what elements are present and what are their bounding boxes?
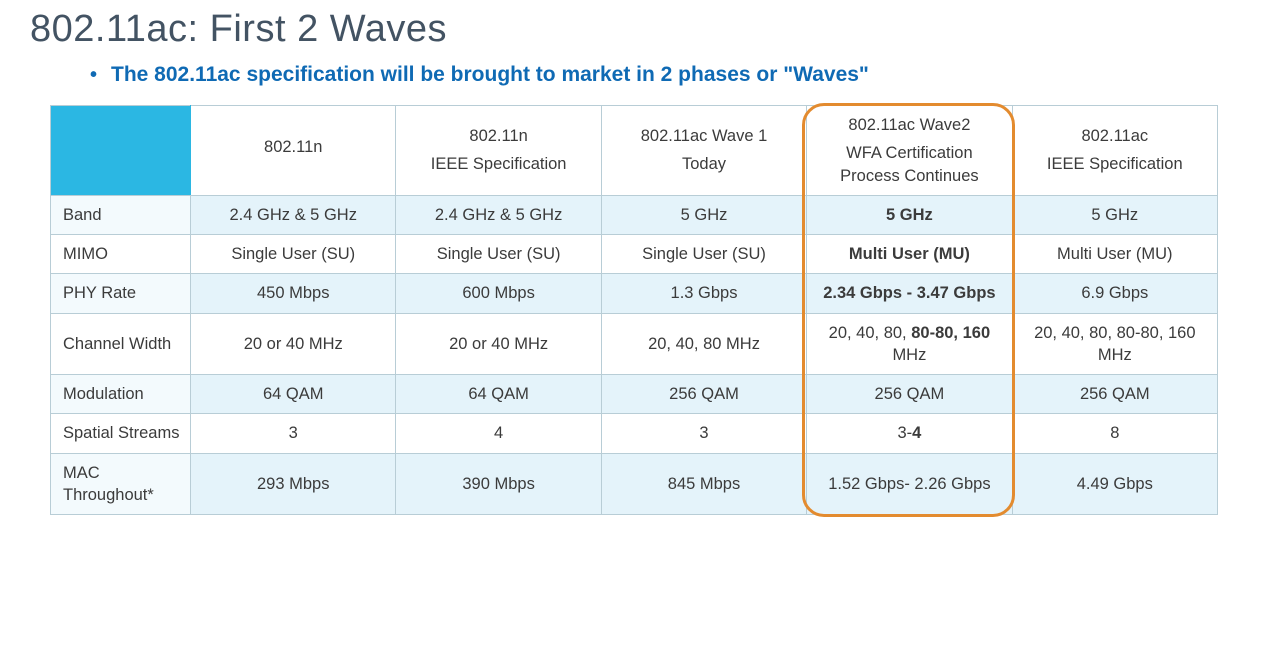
table-cell: 5 GHz bbox=[807, 195, 1012, 234]
table-cell: 20 or 40 MHz bbox=[396, 313, 601, 375]
table-cell: 20, 40, 80 MHz bbox=[601, 313, 806, 375]
table-cell: 20, 40, 80, 80-80, 160 MHz bbox=[1012, 313, 1217, 375]
col-header-line1: 802.11ac bbox=[1081, 127, 1148, 145]
row-label: MIMO bbox=[51, 235, 191, 274]
row-label: MAC Throughout* bbox=[51, 453, 191, 515]
col-header-line2: IEEE Specification bbox=[406, 153, 590, 175]
col-header-line2: WFA Certification Process Continues bbox=[817, 142, 1001, 187]
table-row: Modulation64 QAM64 QAM256 QAM256 QAM256 … bbox=[51, 375, 1218, 414]
col-header: 802.11ac Wave 1 Today bbox=[601, 106, 806, 196]
slide-bullet: The 802.11ac specification will be broug… bbox=[90, 63, 1238, 87]
table-cell: 2.34 Gbps - 3.47 Gbps bbox=[807, 274, 1012, 313]
table-row: MAC Throughout*293 Mbps390 Mbps845 Mbps1… bbox=[51, 453, 1218, 515]
table-cell: 293 Mbps bbox=[191, 453, 396, 515]
col-header-line2: Today bbox=[612, 153, 796, 175]
row-label: Modulation bbox=[51, 375, 191, 414]
spec-table: 802.11n 802.11n IEEE Specification 802.1… bbox=[50, 105, 1218, 515]
table-row: Spatial Streams3433-48 bbox=[51, 414, 1218, 453]
col-header: 802.11n IEEE Specification bbox=[396, 106, 601, 196]
row-label: Band bbox=[51, 195, 191, 234]
table-cell: Single User (SU) bbox=[396, 235, 601, 274]
col-header-line1: 802.11ac Wave2 bbox=[848, 116, 970, 134]
table-cell: 8 bbox=[1012, 414, 1217, 453]
table-cell: Single User (SU) bbox=[191, 235, 396, 274]
table-row: PHY Rate450 Mbps600 Mbps1.3 Gbps2.34 Gbp… bbox=[51, 274, 1218, 313]
table-cell: 256 QAM bbox=[601, 375, 806, 414]
table-cell: 5 GHz bbox=[601, 195, 806, 234]
table-row: Channel Width20 or 40 MHz20 or 40 MHz20,… bbox=[51, 313, 1218, 375]
table-cell: 4.49 Gbps bbox=[1012, 453, 1217, 515]
row-label: Spatial Streams bbox=[51, 414, 191, 453]
table-cell: 390 Mbps bbox=[396, 453, 601, 515]
col-header: 802.11n bbox=[191, 106, 396, 196]
row-label: Channel Width bbox=[51, 313, 191, 375]
table-cell: 64 QAM bbox=[191, 375, 396, 414]
table-cell: 3 bbox=[601, 414, 806, 453]
slide-title: 802.11ac: First 2 Waves bbox=[30, 8, 1238, 51]
row-label: PHY Rate bbox=[51, 274, 191, 313]
table-corner bbox=[51, 106, 191, 196]
col-header-line1: 802.11ac Wave 1 bbox=[641, 127, 768, 145]
table-row: MIMOSingle User (SU)Single User (SU)Sing… bbox=[51, 235, 1218, 274]
col-header-line1: 802.11n bbox=[264, 138, 322, 156]
table-cell: 64 QAM bbox=[396, 375, 601, 414]
table-cell: 450 Mbps bbox=[191, 274, 396, 313]
table-head: 802.11n 802.11n IEEE Specification 802.1… bbox=[51, 106, 1218, 196]
spec-table-wrap: 802.11n 802.11n IEEE Specification 802.1… bbox=[50, 105, 1218, 515]
table-cell: 2.4 GHz & 5 GHz bbox=[191, 195, 396, 234]
table-row: Band2.4 GHz & 5 GHz2.4 GHz & 5 GHz5 GHz5… bbox=[51, 195, 1218, 234]
table-cell: 1.52 Gbps- 2.26 Gbps bbox=[807, 453, 1012, 515]
table-cell: 256 QAM bbox=[807, 375, 1012, 414]
table-cell: 4 bbox=[396, 414, 601, 453]
table-cell: 20, 40, 80, 80-80, 160 MHz bbox=[807, 313, 1012, 375]
table-cell: 845 Mbps bbox=[601, 453, 806, 515]
col-header-line2: IEEE Specification bbox=[1023, 153, 1207, 175]
table-cell: Multi User (MU) bbox=[1012, 235, 1217, 274]
table-cell: 2.4 GHz & 5 GHz bbox=[396, 195, 601, 234]
col-header-line1: 802.11n bbox=[469, 127, 527, 145]
table-cell: 3 bbox=[191, 414, 396, 453]
table-cell: 1.3 Gbps bbox=[601, 274, 806, 313]
table-cell: Single User (SU) bbox=[601, 235, 806, 274]
table-body: Band2.4 GHz & 5 GHz2.4 GHz & 5 GHz5 GHz5… bbox=[51, 195, 1218, 514]
table-cell: 6.9 Gbps bbox=[1012, 274, 1217, 313]
table-cell: 3-4 bbox=[807, 414, 1012, 453]
table-cell: 256 QAM bbox=[1012, 375, 1217, 414]
table-cell: 600 Mbps bbox=[396, 274, 601, 313]
table-cell: 20 or 40 MHz bbox=[191, 313, 396, 375]
table-cell: Multi User (MU) bbox=[807, 235, 1012, 274]
slide: 802.11ac: First 2 Waves The 802.11ac spe… bbox=[0, 0, 1268, 515]
table-cell: 5 GHz bbox=[1012, 195, 1217, 234]
col-header: 802.11ac IEEE Specification bbox=[1012, 106, 1217, 196]
col-header: 802.11ac Wave2 WFA Certification Process… bbox=[807, 106, 1012, 196]
